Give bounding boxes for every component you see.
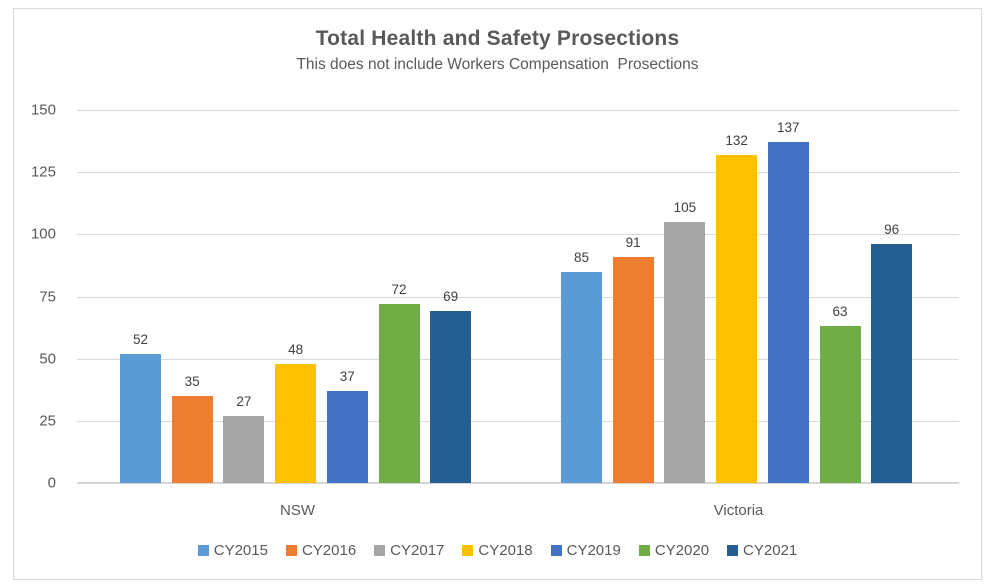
legend-swatch-icon — [374, 545, 386, 556]
data-label: 63 — [832, 304, 848, 320]
data-label: 96 — [884, 222, 900, 238]
legend-item-cy2019: CY2019 — [550, 542, 621, 559]
data-label: 132 — [725, 132, 748, 148]
data-label: 48 — [288, 341, 304, 357]
data-label: 27 — [236, 393, 252, 409]
y-tick-label: 25 — [39, 412, 56, 430]
y-tick-label: 50 — [39, 350, 56, 368]
y-tick-label: 75 — [39, 288, 56, 305]
legend-swatch-icon — [638, 545, 650, 556]
legend-item-cy2016: CY2016 — [285, 542, 357, 559]
bar-cy2016-victoria — [612, 256, 654, 483]
legend-label: CY2016 — [301, 542, 357, 559]
legend-swatch-icon — [285, 545, 297, 556]
bar-cy2018-nsw — [275, 363, 317, 483]
legend-label: CY2019 — [566, 542, 621, 559]
legend-swatch-icon — [197, 545, 209, 556]
data-label: 72 — [391, 281, 407, 297]
legend-swatch-icon — [462, 545, 474, 556]
bar-cy2019-victoria — [767, 142, 809, 483]
bar-cy2016-nsw — [171, 395, 213, 483]
data-label: 37 — [339, 368, 355, 384]
gridline — [77, 110, 959, 111]
x-axis-line — [77, 482, 959, 484]
bar-cy2015-victoria — [561, 271, 602, 483]
legend-item-cy2020: CY2020 — [638, 542, 710, 559]
chart-frame: Total Health and Safety Prosections This… — [13, 8, 982, 580]
y-tick-label: 150 — [30, 101, 56, 119]
chart-legend: CY2015 CY2016 CY2017 CY2018 CY2019 CY2020 CY20… — [14, 542, 981, 559]
data-label: 85 — [573, 249, 590, 265]
legend-swatch-icon — [727, 545, 739, 556]
legend-item-cy2017: CY2017 — [374, 542, 444, 559]
data-label: 35 — [184, 373, 200, 389]
chart-title: Total Health and Safety Prosections — [315, 27, 680, 50]
legend-swatch-icon — [550, 545, 562, 556]
legend-label: CY2015 — [213, 542, 268, 559]
gridline — [77, 172, 959, 174]
legend-item-cy2021: CY2021 — [727, 542, 797, 559]
data-label: 69 — [443, 289, 459, 305]
category-label-nsw: NSW — [280, 502, 315, 519]
gridline — [77, 234, 959, 236]
plot-area: 0 25 50 75 100 125 150 52 35 27 48 37 72 69 NSW 85 91 105… — [31, 102, 959, 519]
category-label-victoria: Victoria — [713, 502, 764, 519]
gridline — [77, 358, 959, 360]
data-label: 105 — [673, 199, 697, 215]
legend-label: CY2020 — [654, 542, 710, 559]
chart-subtitle: This does not include Workers Compensati… — [296, 56, 699, 73]
bar-cy2018-victoria — [716, 154, 758, 483]
bar-cy2019-nsw — [326, 390, 368, 483]
legend-item-cy2015: CY2015 — [197, 542, 268, 559]
y-tick-label: 125 — [30, 163, 56, 181]
legend-label: CY2021 — [743, 542, 798, 559]
bar-cy2015-nsw — [120, 353, 161, 483]
data-label: 137 — [777, 120, 800, 136]
bar-cy2021-victoria — [871, 244, 913, 483]
data-label: 91 — [625, 234, 641, 250]
legend-item-cy2018: CY2018 — [462, 542, 533, 559]
legend-label: CY2017 — [390, 542, 445, 559]
bar-cy2020-victoria — [819, 326, 861, 483]
legend-label: CY2018 — [478, 542, 533, 559]
gridline — [77, 296, 959, 298]
bar-cy2021-nsw — [430, 311, 472, 483]
bar-cy2017-victoria — [664, 221, 706, 483]
data-label: 52 — [132, 331, 149, 347]
bar-cy2017-nsw — [223, 415, 265, 483]
y-tick-label: 0 — [47, 474, 56, 492]
gridline — [77, 420, 959, 422]
y-tick-label: 100 — [30, 225, 56, 243]
bar-cy2020-nsw — [378, 303, 420, 483]
